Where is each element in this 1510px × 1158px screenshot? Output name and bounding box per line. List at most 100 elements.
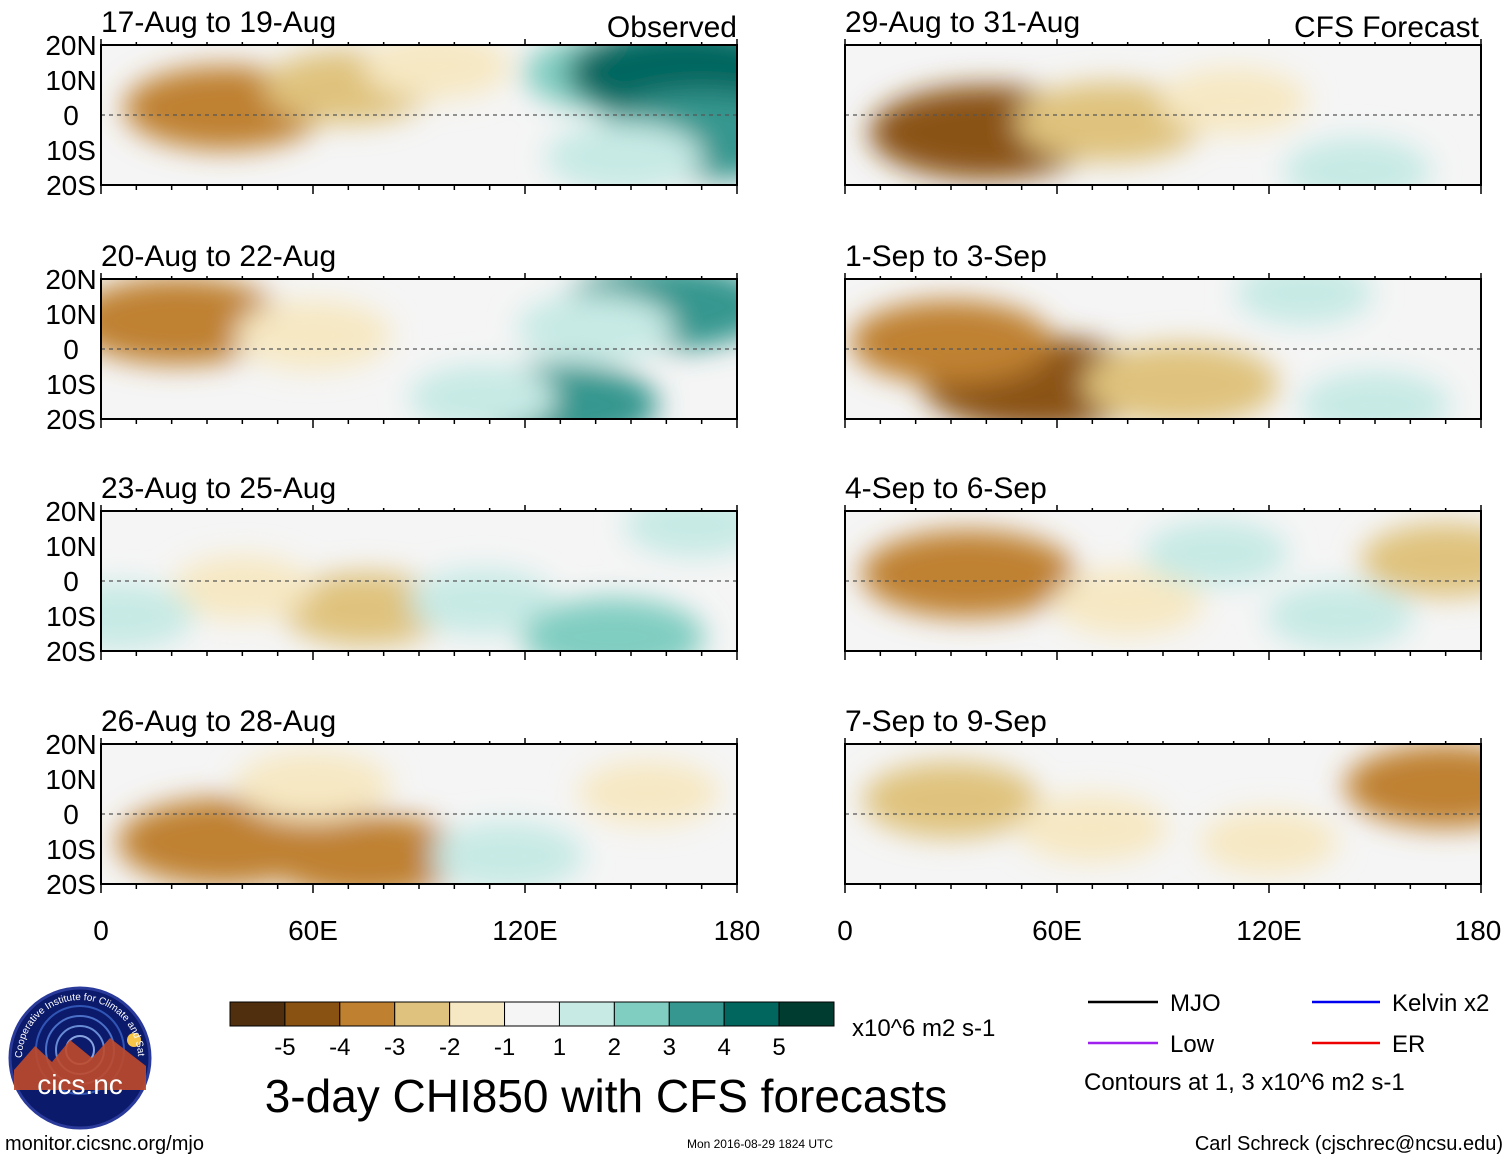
y-tick-label: 0 <box>63 566 79 597</box>
anomaly-blob <box>1235 279 1374 325</box>
anomaly-blob <box>849 300 1053 384</box>
anomaly-blob <box>862 762 1040 838</box>
figure-title: 3-day CHI850 with CFS forecasts <box>265 1070 948 1122</box>
legend-label-low: Low <box>1170 1031 1215 1058</box>
colorbar-tick-label: 4 <box>718 1034 731 1061</box>
x-tick-label: 120E <box>1236 915 1301 946</box>
anomaly-blob <box>408 364 557 419</box>
anomaly-blob <box>1360 523 1481 597</box>
anomaly-blob <box>1344 744 1481 828</box>
map-panel: 20N 10N 0 10S 20S 23-Aug to 25-Aug <box>45 472 738 667</box>
y-tick-label: 10N <box>45 531 96 562</box>
map-panel: 4-Sep to 6-Sep <box>844 472 1482 660</box>
y-tick-label: 10N <box>45 65 96 96</box>
anomaly-blob <box>1159 67 1308 135</box>
colorbar-swatch <box>284 1001 341 1027</box>
colorbar-tick-label: 2 <box>608 1034 621 1061</box>
y-tick-label: 10N <box>45 764 96 795</box>
x-tick-label: 180 <box>714 915 761 946</box>
panel-title: 23-Aug to 25-Aug <box>101 472 336 505</box>
anomaly-blob <box>1143 520 1289 586</box>
y-tick-label: 20S <box>46 636 96 667</box>
y-tick-label: 20N <box>45 264 96 295</box>
panel-grid: 20N 10N 0 10S 20S 17-Aug to 19-Aug Observed 20N… <box>45 6 1482 900</box>
x-tick-label: 180 <box>1455 915 1502 946</box>
colorbar-tick-label: 5 <box>772 1034 785 1061</box>
anomaly-blob <box>577 760 720 826</box>
colorbar-tick-label: -4 <box>329 1034 350 1061</box>
panel-title: 20-Aug to 22-Aug <box>101 240 336 273</box>
anomaly-blob <box>234 300 392 370</box>
legend-label-mjo: MJO <box>1170 990 1221 1017</box>
map-panel: 20N 10N 0 10S 20S 20-Aug to 22-Aug <box>45 240 738 435</box>
anomaly-blob <box>521 598 705 651</box>
y-tick-label: 10S <box>46 601 96 632</box>
y-tick-label: 0 <box>63 799 79 830</box>
anomaly-blob <box>280 572 452 646</box>
x-tick-label: 0 <box>93 915 109 946</box>
colorbar-swatch <box>449 1001 506 1027</box>
anomaly-blob <box>1265 582 1414 650</box>
anomaly-blob <box>362 45 511 100</box>
colorbar-tick-label: -2 <box>439 1034 460 1061</box>
map-panel: 20N 10N 0 10S 20S 26-Aug to 28-Aug <box>45 705 738 900</box>
observed-label: Observed <box>607 11 737 44</box>
map-panel: 20N 10N 0 10S 20S 17-Aug to 19-Aug Observed <box>45 6 738 201</box>
map-panel: 1-Sep to 3-Sep <box>844 240 1482 428</box>
colorbar-tick-label: -3 <box>384 1034 405 1061</box>
legend-label-er: ER <box>1392 1031 1425 1058</box>
y-tick-label: 20S <box>46 404 96 435</box>
x-tick-label: 60E <box>1032 915 1082 946</box>
legend-label-kelvin: Kelvin x2 <box>1392 990 1489 1017</box>
anomaly-blob <box>545 122 703 185</box>
panel-title: 17-Aug to 19-Aug <box>101 6 336 39</box>
panel-title: 29-Aug to 31-Aug <box>845 6 1080 39</box>
colorbar-swatch <box>339 1001 396 1027</box>
footer-timestamp: Mon 2016-08-29 1824 UTC <box>687 1137 833 1151</box>
y-tick-label: 20N <box>45 496 96 527</box>
y-tick-label: 0 <box>63 334 79 365</box>
anomaly-blob <box>1283 137 1432 185</box>
colorbar-swatch <box>558 1001 615 1027</box>
y-tick-label: 10S <box>46 135 96 166</box>
footer-website: monitor.cicsnc.org/mjo <box>5 1133 204 1155</box>
anomaly-blob <box>1016 794 1168 862</box>
colorbar-units: x10^6 m2 s-1 <box>852 1015 995 1042</box>
x-tick-label: 0 <box>837 915 853 946</box>
colorbar-swatch <box>613 1001 670 1027</box>
colorbar-tick-label: -5 <box>274 1034 295 1061</box>
y-tick-label: 20N <box>45 30 96 61</box>
colorbar-tick-label: -1 <box>494 1034 515 1061</box>
y-tick-label: 10N <box>45 299 96 330</box>
y-tick-label: 10S <box>46 369 96 400</box>
x-tick-label: 120E <box>492 915 557 946</box>
colorbar-swatch <box>504 1001 560 1027</box>
colorbar-swatch <box>723 1001 780 1027</box>
panel-title: 4-Sep to 6-Sep <box>845 472 1047 505</box>
anomaly-blob <box>861 530 1077 618</box>
anomaly-blob <box>1015 82 1205 162</box>
anomaly-blob <box>171 555 314 621</box>
anomaly-blob <box>1082 343 1279 419</box>
colorbar-tick-label: 1 <box>553 1034 566 1061</box>
y-tick-label: 20S <box>46 869 96 900</box>
contour-note: Contours at 1, 3 x10^6 m2 s-1 <box>1084 1069 1405 1096</box>
anomaly-blob <box>1299 371 1451 419</box>
anomaly-blob <box>234 751 392 821</box>
y-tick-label: 20N <box>45 729 96 760</box>
colorbar-swatch <box>394 1001 451 1027</box>
anomaly-blob <box>1052 568 1204 636</box>
footer-credit: Carl Schreck (cjschrec@ncsu.edu) <box>1195 1133 1503 1155</box>
colorbar-tick-label: 3 <box>663 1034 676 1061</box>
anomaly-blob <box>408 568 557 636</box>
anomaly-blob <box>623 511 737 558</box>
map-panel: 29-Aug to 31-Aug CFS Forecast <box>844 6 1482 194</box>
panel-title: 1-Sep to 3-Sep <box>845 240 1047 273</box>
anomaly-blob <box>516 293 675 363</box>
contour-legend: MJO Kelvin x2 Low ER Contours at 1, 3 x1… <box>1084 990 1489 1096</box>
map-panel: 7-Sep to 9-Sep <box>844 705 1482 893</box>
panel-title: 7-Sep to 9-Sep <box>845 705 1047 738</box>
colorbar: -5 -4 -3 -2 -1 1 2 3 4 5 <box>229 1001 835 1061</box>
colorbar-swatch <box>668 1001 725 1027</box>
